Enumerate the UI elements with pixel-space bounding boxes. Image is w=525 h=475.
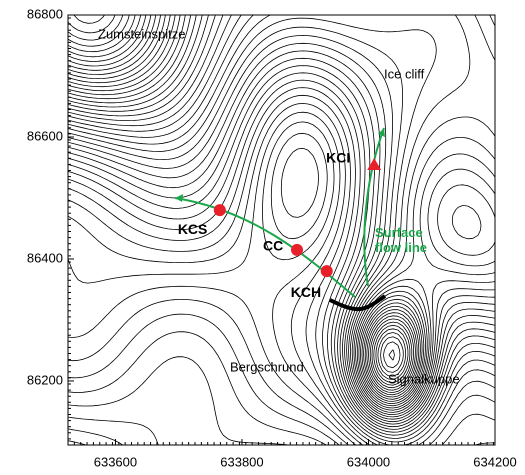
bergschrund-line xyxy=(330,296,385,309)
site-label: KCI xyxy=(326,150,350,166)
flow-label-box: Surface flow line xyxy=(375,225,455,265)
sample-site xyxy=(291,244,303,256)
sample-site xyxy=(321,265,333,277)
contour xyxy=(68,15,400,368)
contour xyxy=(68,15,498,408)
contour xyxy=(68,15,403,372)
contour xyxy=(68,441,86,445)
flow-arrowheads xyxy=(175,128,385,202)
y-tick-label: 86400 xyxy=(27,250,63,265)
y-tick-label: 86800 xyxy=(27,6,63,21)
sample-site xyxy=(367,158,381,170)
x-tick-label: 634000 xyxy=(347,454,390,469)
place-label: Bergschrund xyxy=(230,359,304,374)
site-label: KCH xyxy=(291,284,321,300)
site-label: CC xyxy=(263,238,283,254)
place-label: Signalkuppe xyxy=(388,371,460,386)
place-label: Zumsteinspitze xyxy=(98,26,185,41)
contour xyxy=(68,15,498,412)
x-tick-label: 633800 xyxy=(220,454,263,469)
contour xyxy=(68,112,498,445)
x-tick-label: 633600 xyxy=(94,454,137,469)
site-label: KCS xyxy=(178,221,208,237)
flow-label: Surface flow line xyxy=(375,225,445,255)
contour xyxy=(68,15,408,380)
contour xyxy=(74,15,105,23)
contour xyxy=(68,15,498,410)
map: Zumsteinspitze Ice cliff Bergschrund Sig… xyxy=(0,0,525,475)
x-tick-label: 634200 xyxy=(473,454,516,469)
sample-site xyxy=(214,204,226,216)
place-label: Ice cliff xyxy=(384,66,425,81)
contour xyxy=(68,332,326,445)
y-tick-label: 86600 xyxy=(27,128,63,143)
y-tick-label: 86200 xyxy=(27,372,63,387)
